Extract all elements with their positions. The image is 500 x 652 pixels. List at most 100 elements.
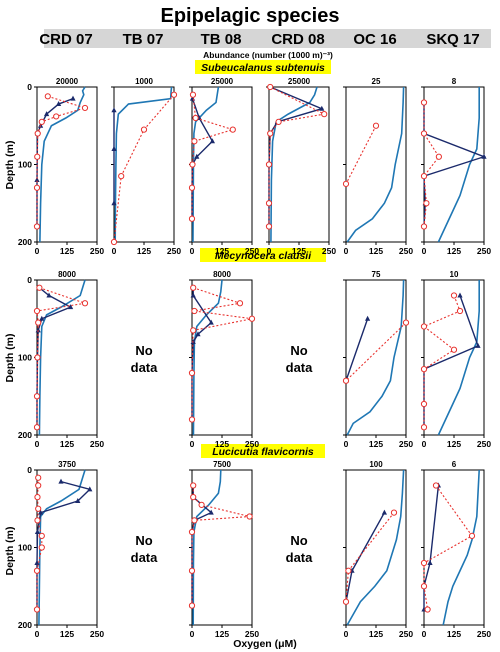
night-abundance-point	[35, 505, 42, 512]
day-abundance-point	[195, 331, 201, 337]
x-tick-label: 0	[422, 246, 427, 256]
x-tick-label: 0	[422, 439, 427, 449]
profile-panel: 3750 0 125 250 0 100 200	[18, 460, 105, 639]
y-tick-label: 200	[18, 620, 32, 630]
day-abundance-point	[34, 177, 40, 182]
oxygen-profile-line	[437, 87, 481, 243]
night-abundance-line	[423, 102, 440, 227]
night-abundance-point	[118, 173, 125, 180]
night-abundance-point	[192, 114, 199, 122]
x-tick-label: 0	[112, 246, 117, 256]
species-label: Lucicutia flavicornis	[212, 446, 314, 458]
day-abundance-point	[35, 327, 41, 333]
day-abundance-point	[87, 486, 93, 492]
night-abundance-point	[53, 113, 60, 120]
x-tick-label: 250	[399, 629, 413, 639]
night-abundance-point	[265, 223, 273, 230]
night-abundance-point	[189, 91, 197, 98]
abundance-max-label: 8	[452, 77, 457, 86]
station-headers: CRD 07 TB 07 TB 08 CRD 08 OC 16 SKQ 17	[39, 31, 479, 48]
day-abundance-point	[75, 498, 81, 503]
night-abundance-point	[424, 606, 431, 613]
panel-frame	[191, 86, 253, 243]
night-abundance-point	[423, 200, 430, 207]
station-header: TB 07	[123, 31, 164, 48]
night-abundance-point	[110, 238, 118, 246]
night-abundance-point	[229, 126, 236, 133]
profile-panel: 250 125 250	[342, 77, 413, 256]
night-abundance-point	[190, 482, 197, 489]
night-abundance-point	[420, 173, 428, 180]
depth-axis-label: Depth (m)	[4, 141, 16, 190]
abundance-max-label: 7500	[213, 460, 231, 469]
day-abundance-point	[39, 315, 45, 321]
night-abundance-point	[420, 400, 428, 408]
night-abundance-point	[450, 292, 458, 299]
station-header: CRD 08	[271, 31, 324, 48]
depth-axis-label: Depth (m)	[4, 334, 16, 383]
oxygen-profile-line	[38, 279, 86, 436]
night-abundance-point	[450, 346, 458, 353]
day-abundance-point	[457, 292, 463, 298]
abundance-max-label: 8000	[213, 270, 231, 279]
night-abundance-point	[190, 284, 197, 291]
night-abundance-point	[35, 482, 42, 489]
depth-axis-label: Depth (m)	[4, 527, 16, 576]
oxygen-profile-line	[442, 469, 480, 626]
oxygen-profile-line	[114, 86, 173, 243]
night-abundance-point	[33, 567, 41, 574]
no-data-label: No	[290, 533, 307, 548]
night-abundance-point	[188, 528, 196, 536]
night-abundance-point	[390, 509, 398, 516]
day-abundance-point	[194, 153, 200, 159]
night-abundance-point	[81, 300, 89, 307]
y-tick-label: 100	[18, 543, 32, 553]
night-abundance-point	[190, 327, 197, 334]
panel-frame	[345, 86, 407, 243]
no-data-label: No	[135, 343, 152, 358]
day-abundance-point	[475, 342, 481, 348]
day-abundance-point	[111, 200, 117, 206]
figure-title: Epipelagic species	[161, 5, 340, 27]
night-abundance-point	[33, 307, 41, 315]
no-data-label: No	[290, 343, 307, 358]
night-abundance-point	[321, 111, 328, 118]
panel-frame	[191, 469, 253, 626]
x-tick-label: 125	[369, 629, 383, 639]
day-abundance-point	[34, 560, 40, 565]
day-abundance-line	[36, 287, 73, 428]
station-header: TB 08	[201, 31, 242, 48]
night-abundance-point	[140, 126, 148, 133]
night-abundance-point	[267, 83, 274, 91]
day-abundance-line	[345, 318, 369, 381]
profile-panel: 25000 0 125 250	[188, 77, 259, 256]
station-header: OC 16	[353, 31, 396, 48]
no-data-label-line2: data	[131, 360, 159, 375]
night-abundance-point	[189, 161, 196, 168]
oxygen-axis-label: Oxygen (μM)	[233, 638, 297, 650]
profile-panel: 7500 0 125 250	[188, 460, 259, 639]
day-abundance-point	[111, 146, 117, 151]
night-abundance-point	[420, 99, 428, 106]
day-abundance-line	[36, 480, 92, 610]
night-abundance-point	[420, 424, 428, 431]
profile-panel: 8 0 125 250	[420, 77, 491, 256]
day-abundance-point	[70, 95, 76, 101]
x-tick-label: 0	[190, 629, 195, 639]
x-tick-label: 0	[35, 246, 40, 256]
x-tick-label: 250	[245, 246, 259, 256]
night-abundance-point	[33, 424, 41, 431]
profile-panel: 8000 0 125 250 0 100 200	[18, 270, 105, 449]
profile-panel: 10 0 125 250	[420, 270, 491, 449]
night-abundance-point	[435, 153, 442, 160]
no-data-label-line2: data	[131, 550, 159, 565]
x-tick-label: 250	[399, 439, 413, 449]
day-abundance-point	[481, 153, 487, 159]
oxygen-profile-line	[192, 469, 222, 626]
profile-panel: No data	[286, 343, 314, 375]
oxygen-profile-line	[192, 279, 223, 436]
night-abundance-point	[190, 494, 197, 501]
night-abundance-line	[268, 86, 326, 227]
no-data-label-line2: data	[286, 550, 314, 565]
